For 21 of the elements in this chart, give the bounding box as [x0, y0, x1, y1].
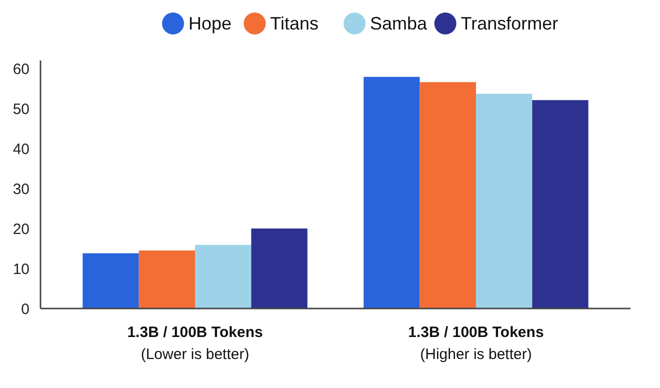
y-tick-label: 40 [12, 141, 30, 158]
y-tick-label: 10 [12, 261, 30, 278]
bar [195, 244, 252, 308]
x-tick-label: 1.3B / 100B Tokens (Lower is better) [127, 324, 263, 363]
y-tick-label: 30 [12, 181, 30, 198]
bar [251, 228, 308, 308]
legend-label: Titans [270, 14, 319, 34]
bar [138, 250, 196, 308]
bar [420, 82, 476, 308]
bar [82, 253, 139, 308]
y-tick-label: 0 [21, 301, 30, 318]
bar [476, 94, 532, 308]
y-tick-label: 50 [12, 101, 30, 118]
legend-label: Transformer [460, 14, 558, 34]
legend-label: Samba [370, 14, 428, 34]
y-tick-label: 20 [12, 221, 30, 238]
x-tick-label: 1.3B / 100B Tokens (Higher is better) [408, 324, 544, 363]
legend-label: Hope [188, 14, 232, 34]
bar [364, 76, 420, 308]
bar [532, 100, 588, 308]
y-tick-label: 60 [12, 61, 30, 78]
